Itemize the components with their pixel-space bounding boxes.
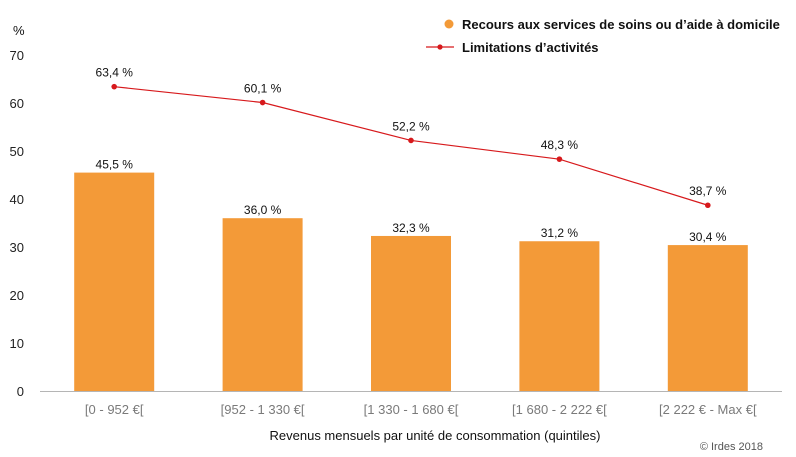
legend-bar-label: Recours aux services de soins ou d’aide … [462, 17, 780, 32]
x-tick-label: [1 330 - 1 680 €[ [364, 402, 459, 417]
bar-value-label: 32,3 % [392, 221, 430, 235]
y-tick-label: 70 [10, 48, 24, 63]
bar-value-label: 30,4 % [689, 230, 727, 244]
y-tick-label: 0 [17, 384, 24, 399]
bar [519, 241, 600, 391]
y-axis: 0 10 20 30 40 50 60 70 [10, 48, 24, 399]
y-tick-label: 10 [10, 336, 24, 351]
bar-value-label: 31,2 % [541, 226, 579, 240]
line-point [408, 137, 414, 144]
bar [74, 172, 155, 391]
bar-series: 45,5 % 36,0 % 32,3 % 31,2 % 30,4 % [74, 158, 748, 391]
x-axis: [0 - 952 €[ [952 - 1 330 €[ [1 330 - 1 680… [40, 391, 782, 417]
legend: Recours aux services de soins ou d’aide … [426, 17, 780, 55]
line-series: 63,4 % 60,1 % 52,2 % 48,3 % 38,7 % [96, 66, 727, 209]
x-axis-title: Revenus mensuels par unité de consommati… [270, 428, 601, 443]
bar [667, 245, 748, 391]
line-value-label: 38,7 % [689, 184, 727, 198]
line-value-label: 60,1 % [244, 82, 282, 96]
line-point [705, 202, 711, 209]
legend-line-dot [437, 44, 443, 50]
line-point [111, 83, 117, 90]
x-tick-label: [1 680 - 2 222 €[ [512, 402, 607, 417]
x-tick-label: [2 222 € - Max €[ [659, 402, 757, 417]
y-tick-label: 30 [10, 240, 24, 255]
y-tick-label: 50 [10, 144, 24, 159]
y-tick-label: 20 [10, 288, 24, 303]
credit: © Irdes 2018 [700, 441, 763, 453]
bar [222, 218, 303, 391]
bar-value-label: 45,5 % [96, 158, 134, 172]
line-point [259, 99, 266, 106]
y-tick-label: 60 [10, 96, 24, 111]
x-tick-label: [0 - 952 €[ [85, 402, 144, 417]
line-point [556, 156, 563, 162]
legend-line-label: Limitations d’activités [462, 40, 599, 55]
y-axis-unit: % [13, 23, 25, 38]
line-value-label: 52,2 % [392, 119, 430, 133]
y-tick-label: 40 [10, 192, 24, 207]
bar-value-label: 36,0 % [244, 203, 282, 217]
line-value-label: 63,4 % [96, 66, 134, 80]
line-path [114, 86, 708, 206]
bar [371, 235, 451, 391]
legend-bar-marker [444, 19, 454, 29]
line-value-label: 48,3 % [541, 138, 579, 152]
x-tick-label: [952 - 1 330 €[ [221, 402, 305, 417]
